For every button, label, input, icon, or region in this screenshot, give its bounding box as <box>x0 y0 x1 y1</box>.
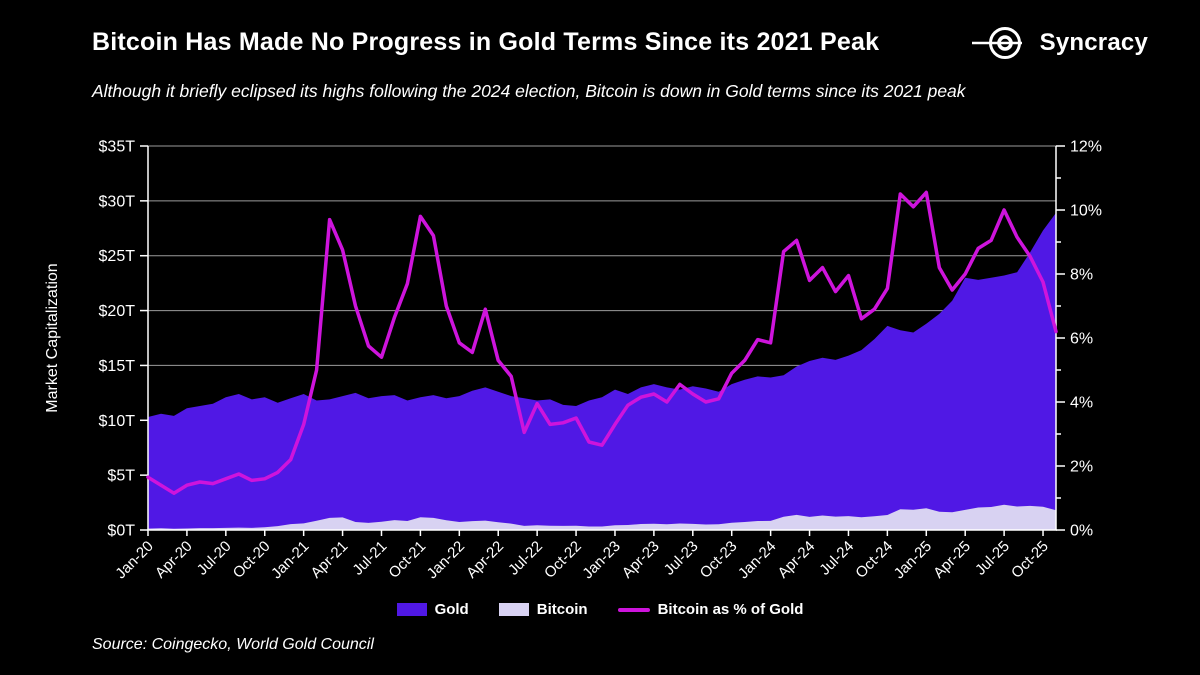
svg-text:Jan-20: Jan-20 <box>112 538 156 582</box>
svg-text:Oct-25: Oct-25 <box>1008 538 1052 582</box>
svg-text:Oct-24: Oct-24 <box>852 538 896 582</box>
brand-logo: Syncracy <box>971 22 1148 64</box>
svg-text:Oct-22: Oct-22 <box>541 538 585 582</box>
svg-text:8%: 8% <box>1070 267 1093 284</box>
svg-text:Apr-25: Apr-25 <box>930 538 974 582</box>
legend-label: Bitcoin as % of Gold <box>657 601 804 618</box>
svg-text:Jul-21: Jul-21 <box>349 538 390 579</box>
legend-item-bitcoin: Bitcoin <box>498 601 588 618</box>
svg-text:4%: 4% <box>1070 395 1093 412</box>
pct-line-swatch-icon <box>617 607 650 612</box>
svg-text:$30T: $30T <box>99 193 136 210</box>
svg-text:$10T: $10T <box>99 413 136 430</box>
svg-text:Jan-21: Jan-21 <box>268 538 312 582</box>
page-title: Bitcoin Has Made No Progress in Gold Ter… <box>92 28 880 56</box>
svg-text:Jan-22: Jan-22 <box>424 538 468 582</box>
pct-line <box>146 190 1058 495</box>
svg-text:Apr-24: Apr-24 <box>775 538 819 582</box>
svg-text:Jul-22: Jul-22 <box>505 538 546 579</box>
svg-text:$25T: $25T <box>99 248 136 265</box>
svg-text:$5T: $5T <box>107 468 135 485</box>
svg-text:Jan-24: Jan-24 <box>735 538 779 582</box>
right-axis-labels: 0% 2% 4% 6% 8% 10% 12% <box>1056 139 1102 540</box>
x-axis-tick-labels: Jan-20Apr-20Jul-20Oct-20Jan-21Apr-21Jul-… <box>112 530 1052 582</box>
legend-item-pct: Bitcoin as % of Gold <box>617 601 804 618</box>
legend-label: Gold <box>434 601 469 618</box>
svg-text:Jul-25: Jul-25 <box>972 538 1013 579</box>
svg-text:Oct-21: Oct-21 <box>385 538 429 582</box>
svg-text:$15T: $15T <box>99 358 136 375</box>
gold-swatch-icon <box>396 603 427 616</box>
svg-text:$0T: $0T <box>107 523 135 540</box>
y-axis-title: Market Capitalization <box>44 263 61 412</box>
svg-text:$20T: $20T <box>99 303 136 320</box>
bitcoin-area <box>148 504 1056 530</box>
svg-text:Jan-23: Jan-23 <box>579 538 623 582</box>
svg-text:Apr-21: Apr-21 <box>308 538 352 582</box>
svg-text:Jul-24: Jul-24 <box>816 538 857 579</box>
bitcoin-swatch-icon <box>498 603 529 616</box>
chart-legend: Gold Bitcoin Bitcoin as % of Gold <box>0 601 1200 618</box>
svg-text:0%: 0% <box>1070 523 1093 540</box>
legend-label: Bitcoin <box>536 601 588 618</box>
left-axis-labels: $0T $5T $10T $15T $20T $25T $30T $35T <box>99 139 148 540</box>
syncracy-logo-icon <box>971 22 1033 64</box>
svg-text:Jul-20: Jul-20 <box>194 538 235 579</box>
svg-text:2%: 2% <box>1070 459 1093 476</box>
svg-text:Oct-20: Oct-20 <box>230 538 274 582</box>
brand-name: Syncracy <box>1039 29 1148 56</box>
svg-text:Oct-23: Oct-23 <box>697 538 741 582</box>
svg-text:12%: 12% <box>1070 139 1102 156</box>
svg-text:$35T: $35T <box>99 139 136 156</box>
svg-text:Apr-22: Apr-22 <box>463 538 507 582</box>
svg-text:Jul-23: Jul-23 <box>661 538 702 579</box>
chart-subtitle: Although it briefly eclipsed its highs f… <box>92 81 966 101</box>
gold-area <box>148 212 1056 530</box>
svg-text:6%: 6% <box>1070 331 1093 348</box>
svg-text:Apr-20: Apr-20 <box>152 538 196 582</box>
svg-text:Apr-23: Apr-23 <box>619 538 663 582</box>
legend-item-gold: Gold <box>396 601 469 618</box>
svg-text:Jan-25: Jan-25 <box>891 538 935 582</box>
svg-text:10%: 10% <box>1070 203 1102 220</box>
svg-text:Market Capitalization: Market Capitalization <box>44 263 61 412</box>
chart-canvas: $0T $5T $10T $15T $20T $25T $30T $35T 0% 2% 4% 6% 8%… <box>44 139 1102 583</box>
source-note: Source: Coingecko, World Gold Council <box>92 636 374 653</box>
